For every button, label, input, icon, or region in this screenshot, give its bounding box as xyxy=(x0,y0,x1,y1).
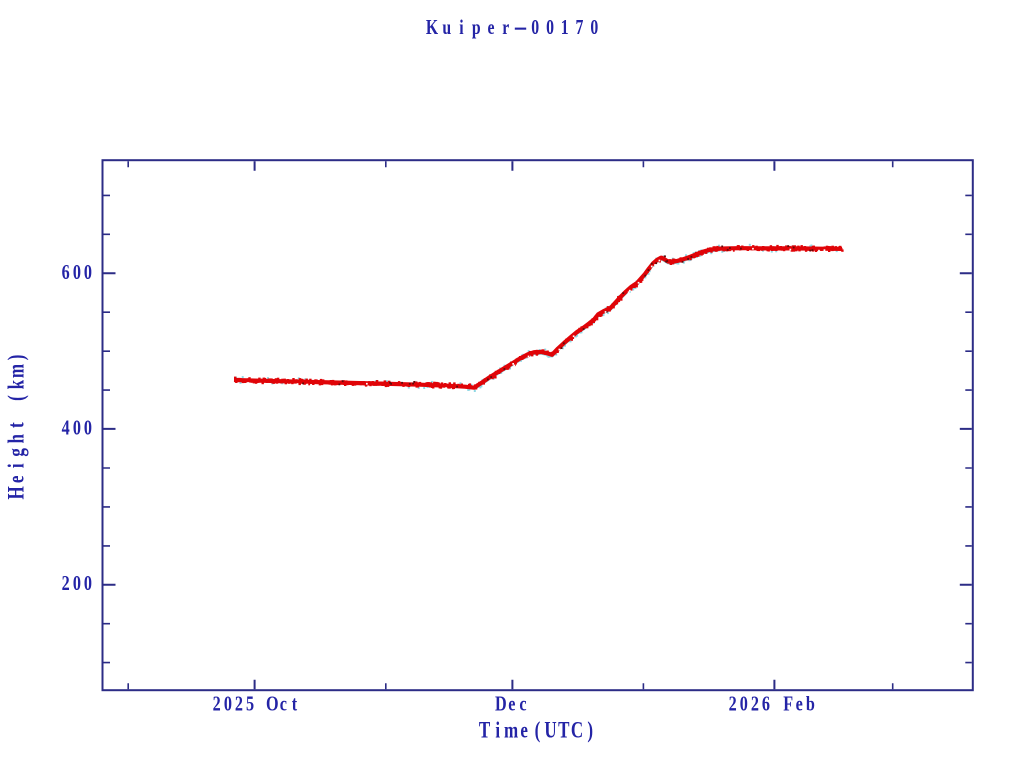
svg-text:600: 600 xyxy=(62,261,92,285)
svg-text:200: 200 xyxy=(62,572,92,596)
svg-text:400: 400 xyxy=(62,416,92,440)
svg-text:Height (km): Height (km) xyxy=(4,355,29,500)
svg-text:Dec: Dec xyxy=(495,692,527,716)
svg-text:Time(UTC): Time(UTC) xyxy=(479,718,593,743)
